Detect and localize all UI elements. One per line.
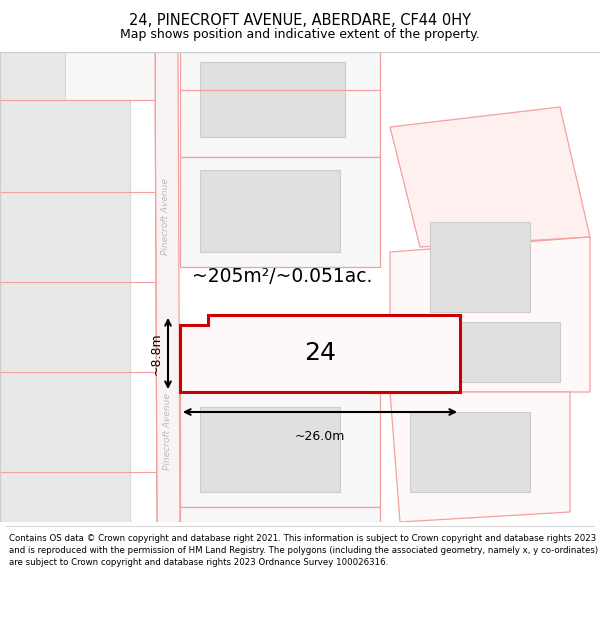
Bar xyxy=(410,412,530,492)
Text: Pinecroft Avenue: Pinecroft Avenue xyxy=(163,394,173,471)
Text: Map shows position and indicative extent of the property.: Map shows position and indicative extent… xyxy=(120,28,480,41)
Text: 24, PINECROFT AVENUE, ABERDARE, CF44 0HY: 24, PINECROFT AVENUE, ABERDARE, CF44 0HY xyxy=(129,13,471,28)
Bar xyxy=(0,100,130,522)
Bar xyxy=(200,407,340,492)
Bar xyxy=(180,392,380,507)
Text: Pinecroft Avenue: Pinecroft Avenue xyxy=(161,179,170,256)
Polygon shape xyxy=(180,315,460,392)
Text: Contains OS data © Crown copyright and database right 2021. This information is : Contains OS data © Crown copyright and d… xyxy=(9,534,598,567)
Bar xyxy=(200,62,345,137)
Text: ~205m²/~0.051ac.: ~205m²/~0.051ac. xyxy=(192,268,373,286)
Bar xyxy=(200,170,340,252)
Text: ~26.0m: ~26.0m xyxy=(295,430,345,443)
Bar xyxy=(0,52,155,100)
Text: 24: 24 xyxy=(304,341,336,366)
Bar xyxy=(430,322,560,382)
Bar xyxy=(200,327,370,385)
Bar xyxy=(0,52,65,100)
Polygon shape xyxy=(390,392,570,522)
Bar xyxy=(430,222,530,312)
Text: ~8.8m: ~8.8m xyxy=(150,332,163,375)
Polygon shape xyxy=(390,237,590,392)
Bar xyxy=(180,157,380,267)
Bar xyxy=(180,507,380,522)
Bar xyxy=(180,52,380,157)
Polygon shape xyxy=(155,52,180,522)
Polygon shape xyxy=(390,107,590,247)
